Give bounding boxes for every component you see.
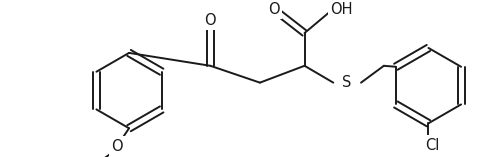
Text: OH: OH [330,2,352,17]
Text: S: S [342,75,352,90]
Text: O: O [112,139,123,154]
Text: Cl: Cl [425,138,440,153]
Text: O: O [204,13,216,28]
Text: O: O [268,2,280,17]
